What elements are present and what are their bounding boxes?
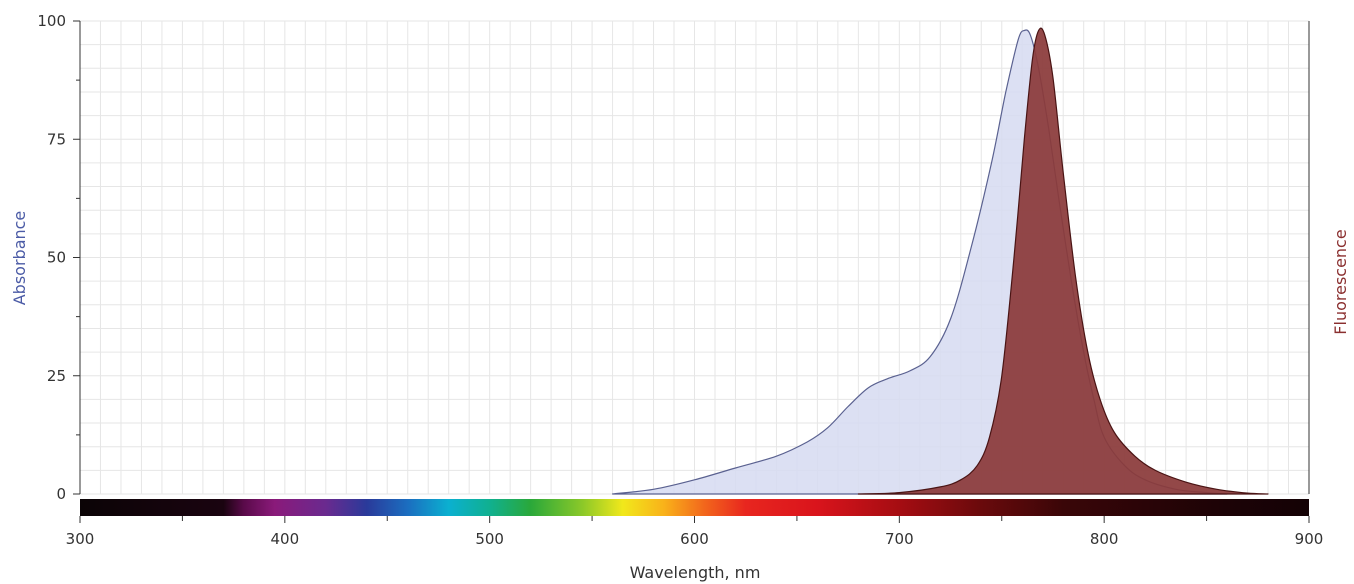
x-axis-title: Wavelength, nm [630, 563, 761, 582]
spectrum-bar [79, 499, 1310, 523]
fluorescence-area [857, 27, 1269, 495]
y-tick-label: 50 [47, 249, 66, 267]
y-tick-label: 25 [47, 367, 66, 385]
x-tick-label: 500 [475, 530, 504, 548]
tick-labels: 300 400 500 600 700 800 900 0 25 50 75 100 [37, 12, 1323, 548]
y-tick-label: 0 [56, 485, 66, 503]
x-tick-label: 900 [1295, 530, 1324, 548]
y-tick-label: 100 [37, 12, 66, 30]
x-tick-label: 300 [66, 530, 95, 548]
wavelength-spectrum-bar [80, 499, 1309, 516]
x-tick-label: 400 [271, 530, 300, 548]
series-layer [612, 27, 1269, 495]
y-axis-title-left: Absorbance [10, 211, 29, 306]
y-tick-label: 75 [47, 130, 66, 148]
y-axis-title-right: Fluorescence [1331, 229, 1350, 334]
axes [73, 20, 1310, 495]
grid [79, 20, 1310, 495]
x-tick-label: 600 [680, 530, 709, 548]
x-tick-label: 700 [885, 530, 914, 548]
x-tick-label: 800 [1090, 530, 1119, 548]
